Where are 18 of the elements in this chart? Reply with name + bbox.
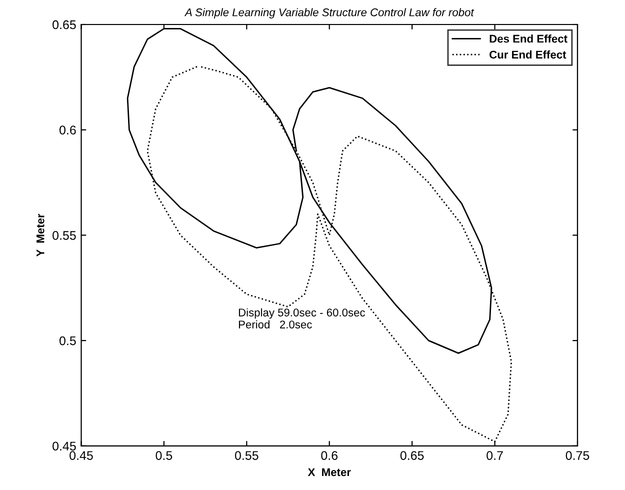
x-axis-title: X Meter [308,468,351,476]
y-tick-label: 0.5 [60,336,76,346]
x-tick-label: 0.6 [321,451,338,460]
legend-label: Cur End Effect [490,50,566,59]
y-tick-label: 0.65 [52,20,76,30]
annotation: Display 59.0sec - 60.0sec Period 2.0sec [238,308,365,328]
legend-label: Des End Effect [490,34,568,43]
chart-title: A Simple Learning Variable Structure Control Law for robot [184,8,474,18]
y-axis-title: Y Meter [36,214,44,257]
y-tick-label: 0.45 [52,442,76,451]
x-tick-label: 0.55 [234,451,258,460]
y-tick-label: 0.55 [52,231,76,240]
x-tick-label: 0.65 [400,451,424,460]
x-tick-label: 0.5 [156,451,172,460]
x-tick-label: 0.45 [70,451,93,460]
x-tick-label: 0.7 [486,451,503,460]
x-tick-label: 0.75 [566,451,590,460]
y-tick-label: 0.6 [60,126,76,134]
